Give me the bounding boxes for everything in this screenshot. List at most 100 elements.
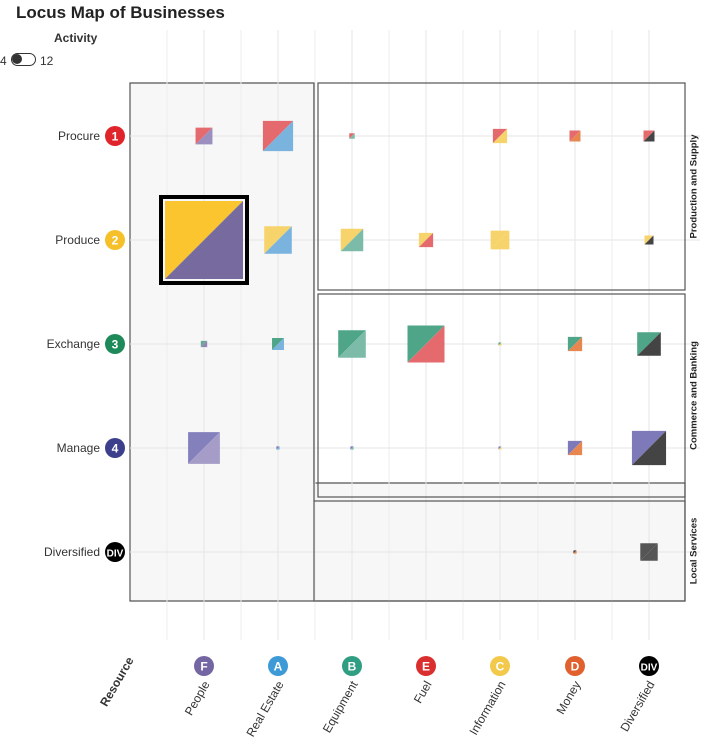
x-axis-title: Resource [97,654,137,709]
cell-triangle-lower [418,232,434,248]
cell-triangle-lower [637,332,661,356]
cell-triangle-lower [573,550,577,554]
row-badge [105,230,125,250]
cell-glyph[interactable] [644,235,654,245]
cell-triangle-lower [643,130,655,142]
row-badge-text: DIV [107,549,124,560]
cell-triangle-lower [640,543,658,561]
column-badge [268,656,288,676]
cell-triangle-lower [276,446,280,450]
cell-glyph[interactable] [490,230,510,250]
cell-triangle-lower [498,342,502,346]
cell-glyph[interactable] [340,228,364,252]
column-label: Diversified [617,679,657,735]
cell-glyph[interactable] [276,446,280,450]
cell-triangle-lower [262,120,294,152]
activity-label: Activity [54,31,98,45]
cell-triangle-lower [165,201,243,279]
cell-glyph[interactable] [631,430,667,466]
activity-max-label: 12 [40,54,54,68]
row-badge [105,438,125,458]
column-badge [194,656,214,676]
cell-triangle-lower [567,440,583,456]
cell-glyph[interactable] [418,232,434,248]
cell-glyph[interactable] [637,332,661,356]
activity-toggle[interactable] [11,53,36,66]
column-badge [342,656,362,676]
cell-triangle-lower [200,340,208,348]
group-label: Local Services [689,518,700,585]
row-label: Exchange [47,337,101,351]
cell-glyph[interactable] [349,133,355,139]
cell-triangle-lower [567,336,583,352]
column-badge [416,656,436,676]
cell-triangle-lower [644,235,654,245]
cell-triangle-lower [407,325,445,363]
column-badge-text: F [200,660,207,674]
column-badge-text: A [274,660,283,674]
column-label: Money [553,679,583,717]
cell-triangle-lower [340,228,364,252]
row-badge-text: 2 [112,234,119,248]
column-badge-text: C [496,660,505,674]
column-label: Equipment [320,678,361,735]
cell-triangle-lower [195,127,213,145]
cell-triangle-upper [195,127,213,145]
cell-triangle-lower [188,432,220,464]
group-label: Commerce and Banking [689,341,700,450]
row-badge [105,126,125,146]
column-label: Information [466,679,508,738]
cell-glyph[interactable] [569,130,581,142]
cell-glyph[interactable] [200,340,208,348]
column-badge-text: D [571,660,580,674]
cell-glyph[interactable] [567,440,583,456]
cell-triangle-lower [492,128,508,144]
column-label: People [182,678,213,718]
row-badge-text: 3 [112,338,119,352]
cell-glyph[interactable] [262,120,294,152]
column-label: Real Estate [243,678,286,739]
cell-glyph[interactable] [492,128,508,144]
row-label: Procure [58,129,100,143]
cell-glyph[interactable] [272,338,284,350]
cell-triangle-lower [569,130,581,142]
cell-glyph[interactable] [350,446,354,450]
column-badge [565,656,585,676]
cell-glyph[interactable] [159,195,249,285]
row-badge-text: 1 [112,130,119,144]
cell-triangle-lower [264,226,292,254]
cell-glyph[interactable] [498,446,502,450]
row-badge [105,542,125,562]
cell-triangle-lower [631,430,667,466]
cell-glyph[interactable] [573,550,577,554]
cell-triangle-lower [349,133,355,139]
cell-glyph[interactable] [338,330,366,358]
cell-glyph[interactable] [643,130,655,142]
plot-area [129,82,686,602]
cell-glyph[interactable] [188,432,220,464]
group-label: Production and Supply [689,134,700,239]
column-badge-text: DIV [641,663,658,674]
activity-toggle-knob[interactable] [12,54,22,64]
group-box [317,82,686,291]
cell-glyph[interactable] [640,543,658,561]
cell-triangle-lower [498,446,502,450]
cell-triangle-lower [350,446,354,450]
row-badge-text: 4 [112,442,119,456]
column-badge [490,656,510,676]
cell-glyph[interactable] [498,342,502,346]
cell-glyph[interactable] [567,336,583,352]
cell-triangle-lower [490,230,510,250]
row-label: Produce [55,233,100,247]
column-badge-text: B [348,660,357,674]
column-badge-text: E [422,660,430,674]
group-box [317,293,686,498]
row-label: Manage [57,441,101,455]
cell-glyph[interactable] [264,226,292,254]
cell-triangle-lower [272,338,284,350]
cell-triangle-lower [338,330,366,358]
highlight-box [159,195,249,285]
cell-glyph[interactable] [195,127,213,145]
cell-glyph[interactable] [407,325,445,363]
